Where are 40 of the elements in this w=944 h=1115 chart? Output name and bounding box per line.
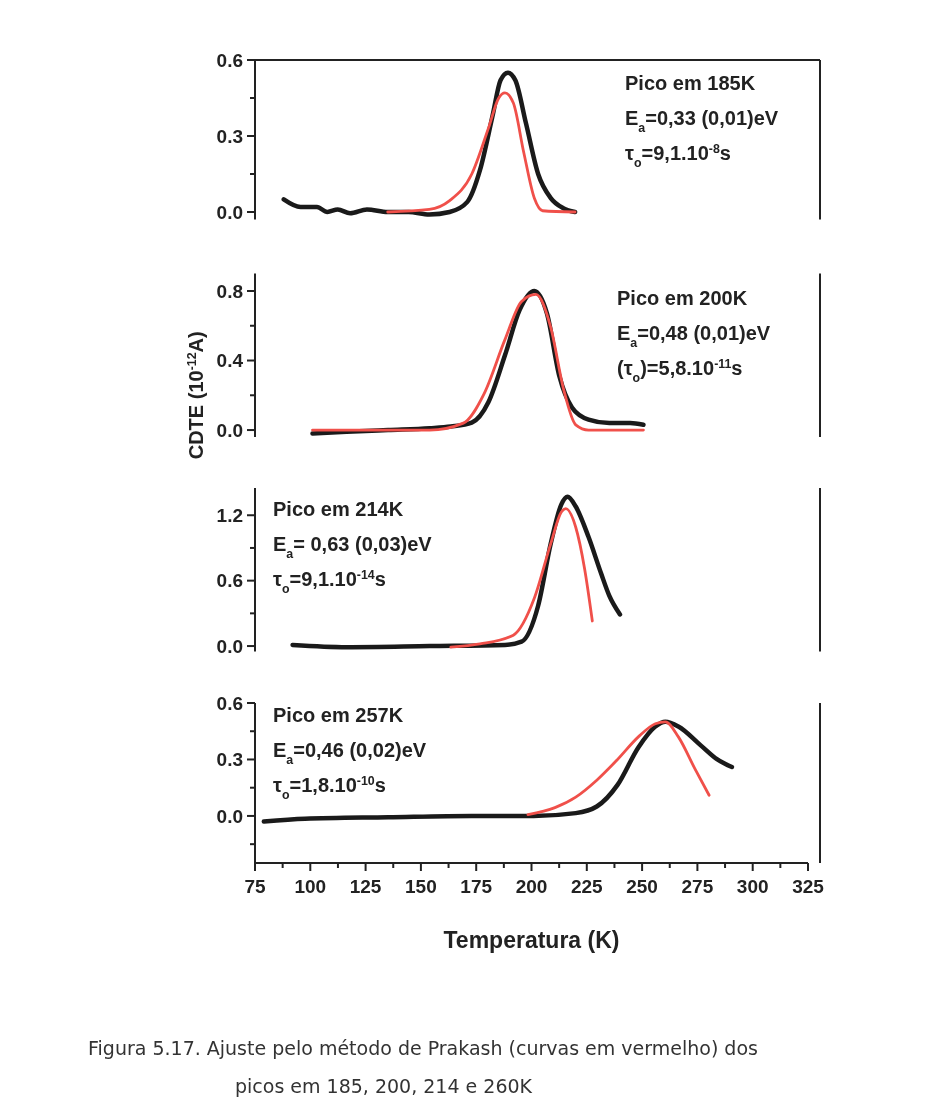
x-tick-label: 100 xyxy=(294,876,327,897)
annotation: τ$_{o}$=9,1.10$^{-14}$s xyxy=(273,568,386,596)
annotation: Pico em 257K xyxy=(273,704,404,726)
x-tick-label: 325 xyxy=(792,876,825,897)
line-series xyxy=(526,720,711,817)
y-tick-label: 0.3 xyxy=(216,125,243,147)
annotation: (τ$_{o}$)=5,8.10$^{-11}$s xyxy=(617,357,743,385)
annotation: Pico em 185K xyxy=(625,72,756,94)
y-tick-label: 0.0 xyxy=(216,805,243,827)
x-tick-label: 175 xyxy=(460,876,493,897)
y-tick-label: 0.4 xyxy=(216,350,244,372)
annotation: E$_{a}$=0,33 (0,01)eV xyxy=(625,107,779,135)
x-tick-label: 75 xyxy=(244,876,266,897)
x-tick-label: 150 xyxy=(405,876,437,897)
y-tick-label: 0.6 xyxy=(216,49,243,71)
line-series xyxy=(449,507,594,649)
x-tick-label: 250 xyxy=(626,876,658,897)
y-tick-label: 0.0 xyxy=(216,201,243,223)
annotation: τ$_{o}$=1,8.10$^{-10}$s xyxy=(273,774,386,802)
annotation: E$_{a}$= 0,63 (0,03)eV xyxy=(273,533,433,561)
annotation: Pico em 200K xyxy=(617,287,748,309)
text: Figura 5.17. Ajuste pelo método de Prakash (curvas em vermelho) dos picos em 185, 200, 214 e 260K xyxy=(88,1037,758,1097)
annotation: E$_{a}$=0,46 (0,02)eV xyxy=(273,739,427,767)
y-tick-label: 1.2 xyxy=(216,504,243,526)
y-tick-label: 0.8 xyxy=(216,280,243,302)
x-tick-label: 200 xyxy=(515,876,548,897)
x-axis-title: Temperatura (K) xyxy=(443,927,620,953)
x-tick-label: 275 xyxy=(681,876,714,897)
line-series xyxy=(386,91,577,214)
annotation: E$_{a}$=0,48 (0,01)eV xyxy=(617,322,771,350)
y-tick-label: 0.6 xyxy=(216,692,243,714)
annotation: Pico em 214K xyxy=(273,498,404,520)
y-tick-label: 0.0 xyxy=(216,635,243,657)
y-tick-label: 0.3 xyxy=(216,749,243,771)
y-tick-label: 0.6 xyxy=(216,570,243,592)
x-tick-label: 300 xyxy=(736,876,769,897)
annotation: τ$_{o}$=9,1.10$^{-8}$s xyxy=(625,142,731,170)
x-tick-label: 225 xyxy=(570,876,604,897)
y-tick-label: 0.0 xyxy=(216,419,243,441)
x-tick-label: 125 xyxy=(349,876,382,897)
